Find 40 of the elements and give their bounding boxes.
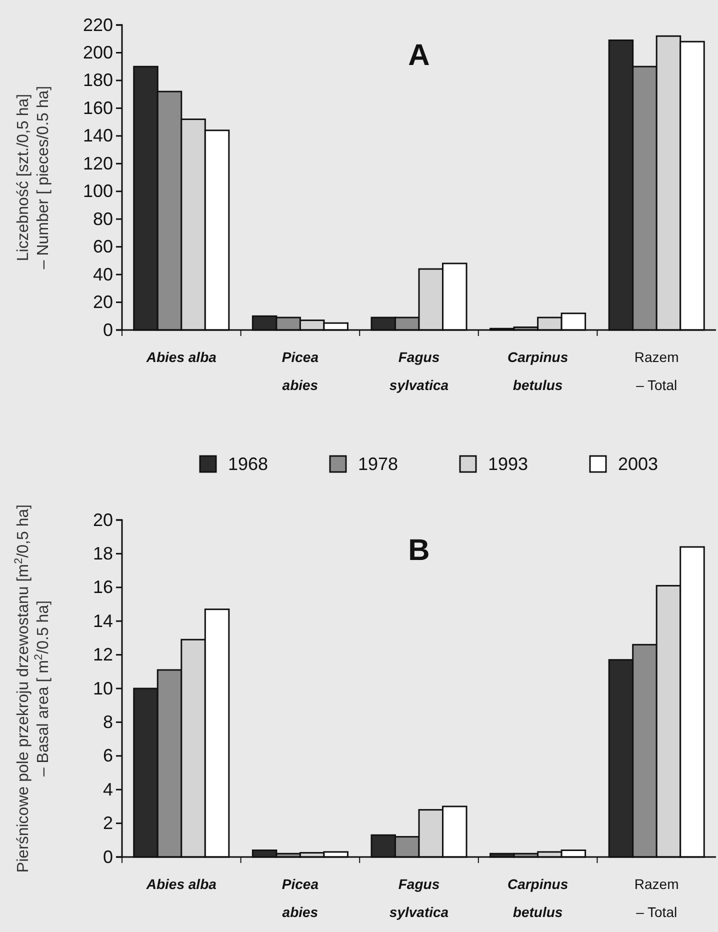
x-tick-label: Picea abies <box>282 349 319 393</box>
x-tick-label: Fagus sylvatica <box>389 349 449 393</box>
y-tick-label: 10 <box>92 678 113 698</box>
y-axis-title: Liczebność [szt./0,5 ha] – Number [ pieces/0.5 ha] <box>15 86 52 270</box>
y-tick-label: 0 <box>102 320 113 340</box>
legend-label: 1978 <box>358 454 398 474</box>
y-tick-label: 220 <box>82 14 113 35</box>
y-tick-label: 0 <box>102 846 113 867</box>
y-tick-label: 80 <box>92 208 113 229</box>
y-tick-label: 120 <box>82 153 113 174</box>
y-tick-label: 4 <box>102 779 113 800</box>
x-tick-label: Abies alba <box>145 876 217 892</box>
y-tick-label: 20 <box>92 510 113 530</box>
y-tick-label: 16 <box>92 577 113 598</box>
y-tick-label: 6 <box>102 746 113 766</box>
x-tick-label: Fagus sylvatica <box>389 876 449 920</box>
x-tick-label: Abies alba <box>145 349 217 365</box>
y-tick-label: 100 <box>82 181 113 202</box>
y-tick-label: 160 <box>82 98 113 118</box>
y-tick-label: 14 <box>92 610 113 631</box>
x-tick-label: Picea abies <box>282 876 319 920</box>
text: A <box>408 39 430 72</box>
legend-label: 2003 <box>618 454 658 474</box>
text: B <box>408 534 430 567</box>
y-tick-label: 140 <box>82 126 113 146</box>
y-tick-label: 18 <box>92 543 113 564</box>
legend-label: 1993 <box>488 454 528 474</box>
y-tick-label: 12 <box>92 644 113 665</box>
x-tick-label: Carpinus betulus <box>507 349 568 393</box>
y-tick-label: 60 <box>92 236 113 257</box>
y-tick-label: 20 <box>92 292 113 312</box>
x-tick-label: Carpinus betulus <box>507 876 568 920</box>
y-tick-label: 180 <box>82 70 113 90</box>
x-tick-label: Razem – Total <box>634 349 679 393</box>
y-tick-label: 8 <box>102 712 113 732</box>
y-tick-label: 200 <box>82 42 113 62</box>
x-tick-label: Razem – Total <box>634 876 679 920</box>
y-tick-label: 2 <box>102 813 113 834</box>
legend-label: 1968 <box>228 454 268 474</box>
y-tick-label: 40 <box>92 264 113 284</box>
